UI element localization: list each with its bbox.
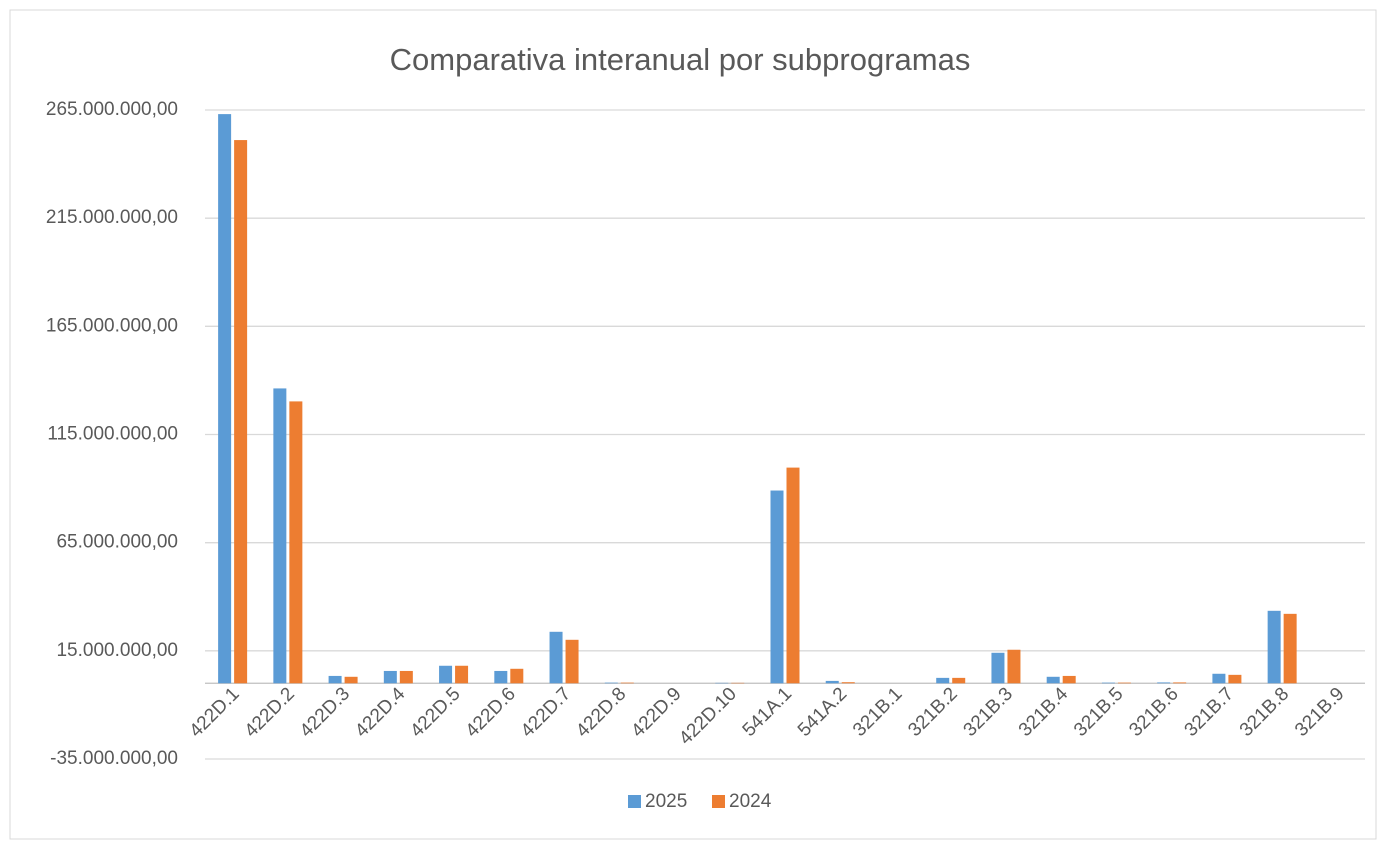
bar <box>841 682 855 684</box>
y-tick-label: 165.000.000,00 <box>46 315 178 336</box>
y-tick-label: -35.000.000,00 <box>50 748 178 769</box>
bar <box>455 665 469 684</box>
bar <box>565 639 579 684</box>
bar <box>1046 676 1060 684</box>
bar <box>786 467 800 684</box>
bar <box>328 675 342 684</box>
y-tick-label: 265.000.000,00 <box>46 99 178 120</box>
legend-label: 2025 <box>645 791 687 812</box>
bar <box>825 680 839 684</box>
bar <box>399 670 413 684</box>
bar <box>991 652 1005 684</box>
bar <box>936 677 950 684</box>
bar <box>439 665 453 684</box>
bar <box>1267 610 1281 684</box>
bar <box>1228 674 1242 684</box>
y-tick-label: 15.000.000,00 <box>56 640 178 661</box>
bar <box>604 682 618 684</box>
bar <box>289 401 303 684</box>
bar <box>1117 682 1131 684</box>
y-tick-label: 65.000.000,00 <box>56 532 178 553</box>
bar <box>494 670 508 684</box>
bar <box>1157 682 1171 684</box>
bar <box>383 670 397 684</box>
chart-title: Comparativa interanual por subprogramas <box>390 42 971 77</box>
bar <box>1283 613 1297 684</box>
y-tick-label: 215.000.000,00 <box>46 207 178 228</box>
bar <box>1007 649 1021 684</box>
bar <box>273 388 287 684</box>
bar <box>218 114 232 684</box>
bar <box>510 668 524 684</box>
legend-label: 2024 <box>729 791 772 812</box>
bar <box>1173 682 1187 684</box>
bar <box>770 490 784 684</box>
legend-swatch <box>628 795 641 808</box>
bar <box>234 140 248 684</box>
bar <box>1212 673 1226 684</box>
legend-swatch <box>712 795 725 808</box>
bar <box>952 677 966 684</box>
bar <box>344 676 358 684</box>
bar <box>549 631 563 684</box>
y-tick-label: 115.000.000,00 <box>47 424 178 445</box>
bar <box>1101 682 1115 684</box>
bar <box>1062 675 1076 684</box>
bar <box>620 682 634 684</box>
